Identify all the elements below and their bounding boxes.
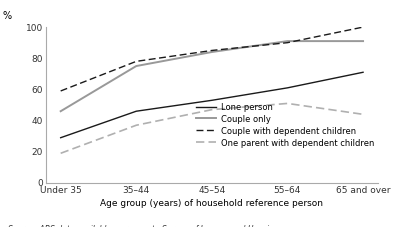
X-axis label: Age group (years) of household reference person: Age group (years) of household reference… xyxy=(100,199,324,208)
Text: %: % xyxy=(2,11,12,21)
Text: Source: ABS data available on request,  Survey of Income and Housing.: Source: ABS data available on request, S… xyxy=(8,225,281,227)
Legend: Lone person, Couple only, Couple with dependent children, One parent with depend: Lone person, Couple only, Couple with de… xyxy=(196,103,374,148)
